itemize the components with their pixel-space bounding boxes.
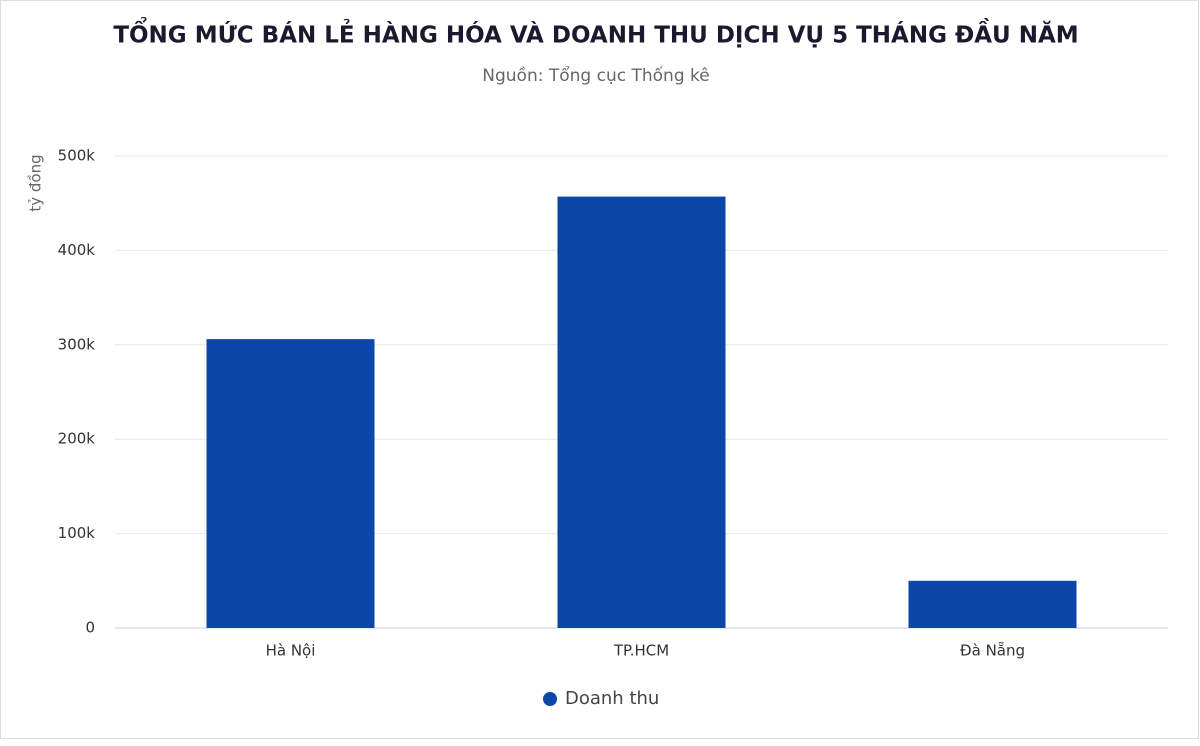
x-tick-label: TP.HCM xyxy=(613,642,669,660)
x-tick-label: Đà Nẵng xyxy=(960,642,1025,660)
y-tick-label: 400k xyxy=(58,241,96,259)
y-tick-label: 500k xyxy=(58,147,96,165)
x-tick-label: Hà Nội xyxy=(266,642,316,660)
bar xyxy=(206,339,375,628)
y-tick-label: 300k xyxy=(58,335,96,353)
y-tick-label: 200k xyxy=(58,430,96,448)
y-axis-label: tỷ đồng xyxy=(27,154,45,211)
bar xyxy=(557,196,726,629)
bar xyxy=(908,580,1077,628)
chart-subtitle: Nguồn: Tổng cục Thống kê xyxy=(482,65,709,86)
y-tick-label: 0 xyxy=(85,619,95,637)
legend-label: Doanh thu xyxy=(565,688,659,709)
legend-marker xyxy=(543,692,557,706)
chart-title: TỔNG MỨC BÁN LẺ HÀNG HÓA VÀ DOANH THU DỊ… xyxy=(113,17,1078,49)
y-tick-label: 100k xyxy=(58,524,96,542)
